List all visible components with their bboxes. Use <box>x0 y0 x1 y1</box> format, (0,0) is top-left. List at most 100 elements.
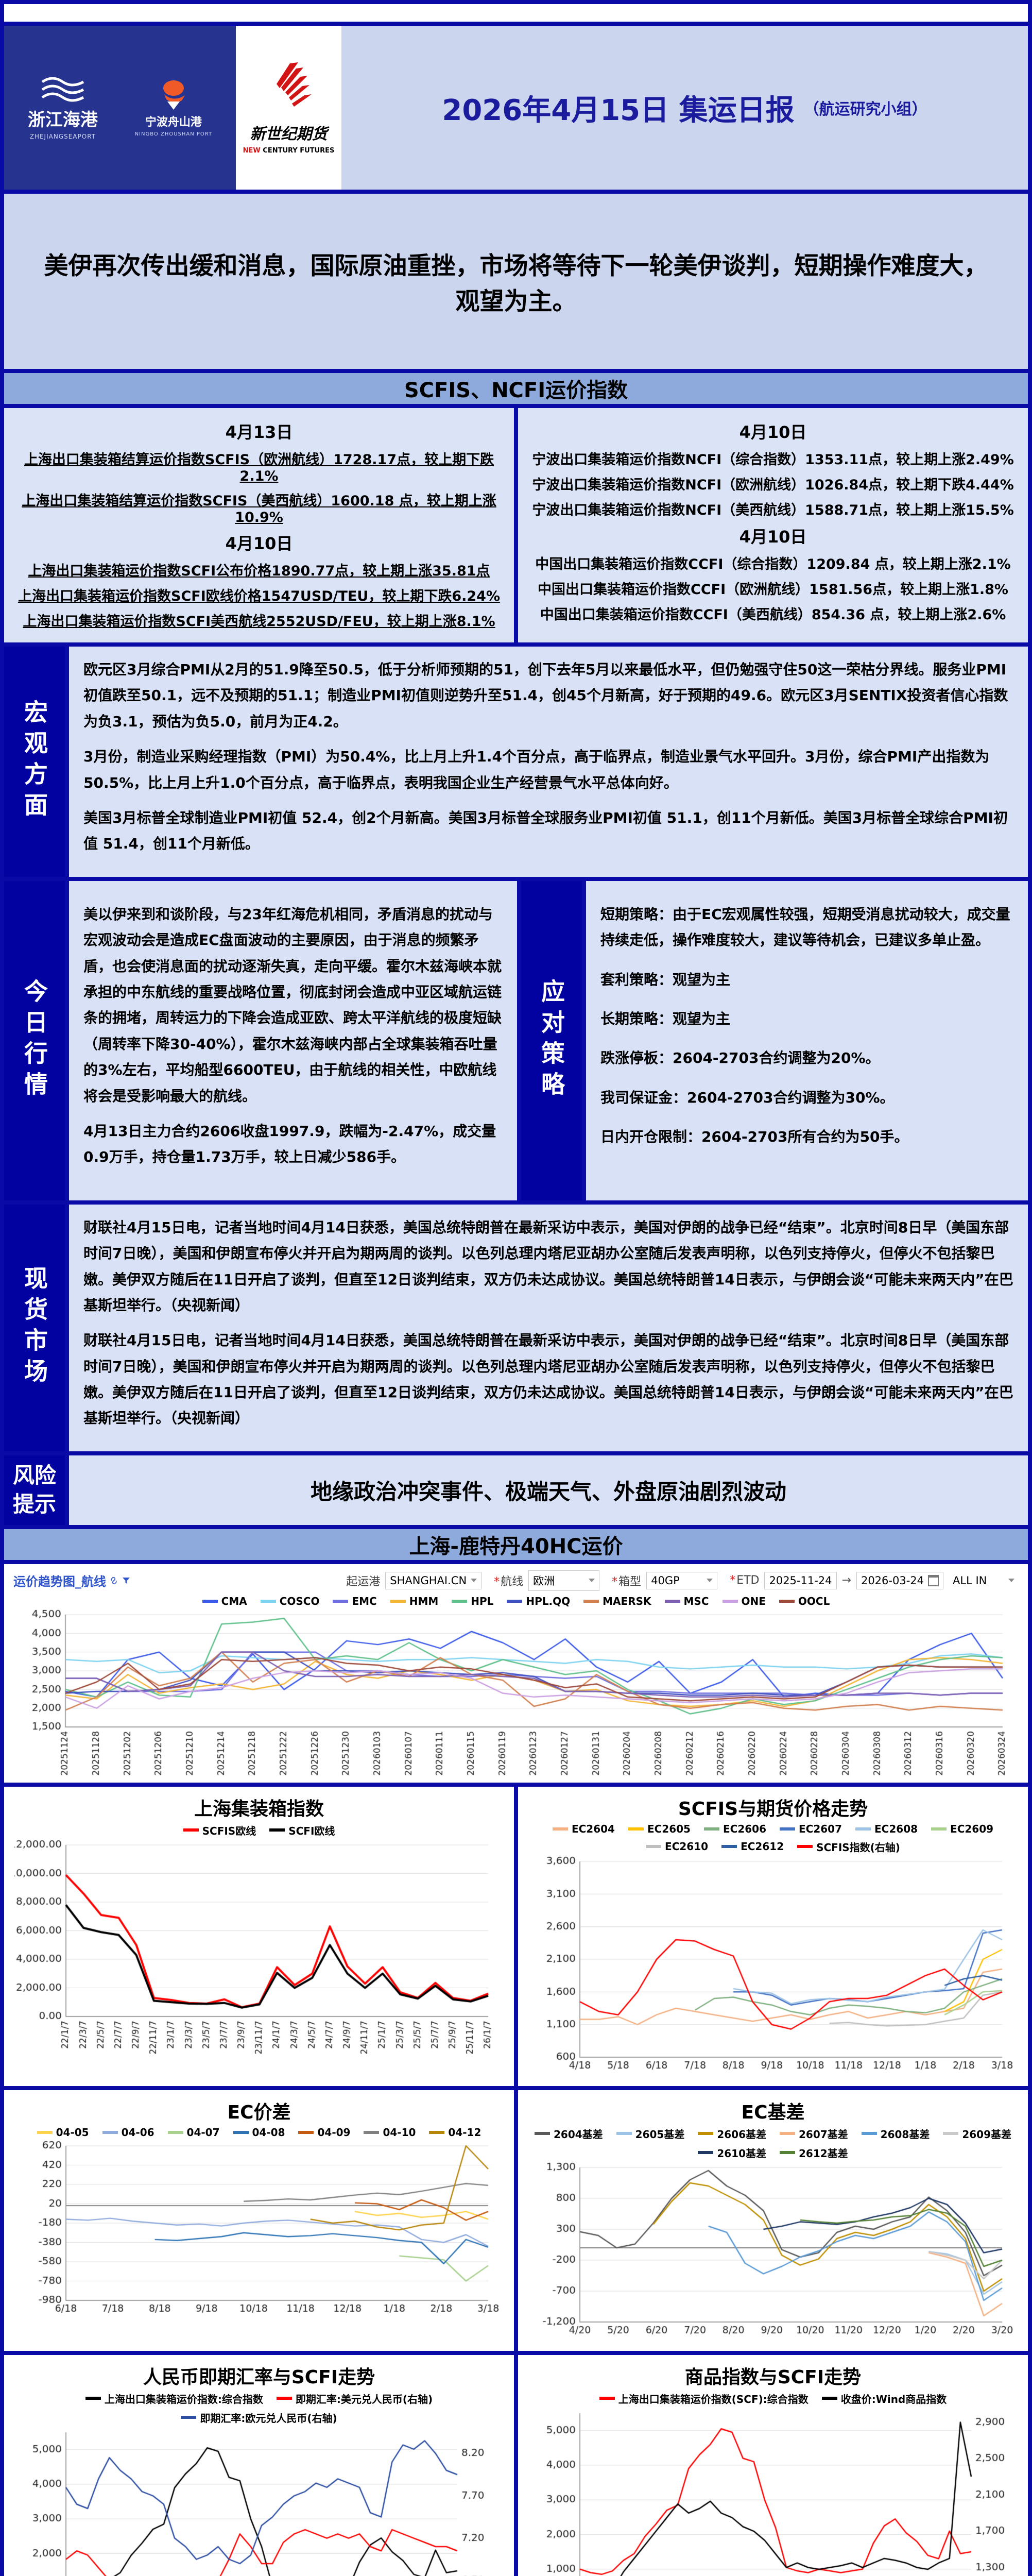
macro-paragraph: 美国3月标普全球制造业PMI初值 52.4，创2个月新高。美国3月标普全球服务业… <box>83 809 1008 853</box>
chart-title: 上海集装箱指数 <box>194 1798 324 1820</box>
route-select[interactable]: 欧洲 <box>528 1570 600 1591</box>
legend-item: EC2607 <box>780 1823 842 1835</box>
legend-label: 04-06 <box>121 2126 154 2139</box>
legend-swatch <box>181 2416 197 2419</box>
legend-swatch <box>167 2130 183 2134</box>
route-value: 欧洲 <box>533 1574 555 1587</box>
index-date: 4月10日 <box>225 534 293 553</box>
ningbo-zhoushan-brand: 宁波舟山港 NINGBO ZHOUSHAN PORT <box>135 79 213 137</box>
legend-swatch <box>102 2130 118 2134</box>
strategy-line: 套利策略：观望为主 <box>600 971 731 988</box>
scfi_idx-legend: SCFIS欧线 SCFI欧线 <box>10 1823 508 1838</box>
origin-port-select[interactable]: SHANGHAI.CN <box>385 1571 482 1589</box>
legend-item: HPL <box>452 1595 493 1607</box>
ec_basis-legend: 2604基差 2605基差 2606基差 2607基差 2608基差 2609基差 2610… <box>524 2126 1022 2160</box>
legend-swatch <box>780 2151 795 2155</box>
box-type-value: 40GP <box>651 1574 680 1587</box>
freight-filter-bar: 运价趋势图_航线 起运港 SHANGHAI.CN 航线 欧洲 箱型 40GP E… <box>10 1568 1022 1593</box>
index-date: 4月10日 <box>739 527 807 547</box>
etd-end-value: 2026-03-24 <box>861 1574 924 1587</box>
legend-label: EC2610 <box>665 1840 709 1853</box>
ec-spread-panel: EC价差 04-05 04-06 04-07 04-08 04-09 04-10 04-12 <box>4 2090 514 2351</box>
legend-label: SCFIS指数(右轴) <box>816 1841 900 1854</box>
etd-end-input[interactable]: 2026-03-24 <box>856 1571 943 1589</box>
brand-mid-name: 新世纪期货 <box>250 125 328 143</box>
legend-swatch <box>698 2151 714 2155</box>
legend-item: 2608基差 <box>861 2126 930 2141</box>
filter-label-origin: 起运港 <box>346 1575 381 1588</box>
brand-mid-en-red: NEW <box>243 146 261 155</box>
legend-swatch <box>534 2132 550 2136</box>
fx-scfi-panel: 人民币即期汇率与SCFI走势 上海出口集装箱运价指数:综合指数 即期汇率:美元兑人民… <box>4 2354 514 2576</box>
legend-swatch <box>861 2132 877 2136</box>
legend-label: 上海出口集装箱运价指数:综合指数 <box>104 2393 263 2405</box>
section-bar-route: 上海-鹿特丹40HC运价 <box>4 1529 1028 1560</box>
ec-basis-chart: 2604基差 2605基差 2606基差 2607基差 2608基差 2609基差 2610… <box>524 2126 1022 2347</box>
legend-swatch <box>583 1599 599 1603</box>
legend-item: 即期汇率:美元兑人民币(右轴) <box>276 2391 433 2406</box>
legend-swatch <box>721 1845 737 1849</box>
legend-label: 上海出口集装箱运价指数(SCF):综合指数 <box>618 2393 809 2405</box>
commodity-scfi-panel: 商品指数与SCFI走势 上海出口集装箱运价指数(SCF):综合指数 收盘价:Wind… <box>518 2354 1028 2576</box>
legend-label: 2605基差 <box>635 2128 685 2141</box>
legend-item: SCFIS欧线 <box>183 1823 256 1838</box>
legend-item: 2606基差 <box>698 2126 766 2141</box>
brand-left-name: 浙江海港 <box>27 109 98 130</box>
legend-item: COSCO <box>260 1595 319 1607</box>
legend-item: EMC <box>333 1595 377 1607</box>
scfis-futures-panel: SCFIS与期货价格走势 EC2604 EC2605 EC2606 EC2607 EC26… <box>518 1786 1028 2086</box>
legend-label: CMA <box>221 1595 247 1607</box>
legend-swatch <box>943 2132 959 2136</box>
legend-item: 2607基差 <box>780 2126 848 2141</box>
brand-mid-name-en: NEW CENTURY FUTURES <box>243 147 335 155</box>
today-paragraph: 美以伊来到和谈阶段，与23年红海危机相同，矛盾消息的扰动与宏观波动会是造成EC盘… <box>83 905 502 1105</box>
legend-swatch <box>552 1827 568 1831</box>
filter-icon[interactable] <box>122 1576 131 1585</box>
chart-row-2: EC价差 04-05 04-06 04-07 04-08 04-09 04-10 04-12 … <box>4 2090 1028 2351</box>
macro-paragraph: 欧元区3月综合PMI从2月的51.9降至50.5，低于分析师预期的51，创下去年… <box>83 661 1008 730</box>
legend-swatch <box>664 1599 680 1603</box>
ec-basis-panel: EC基差 2604基差 2605基差 2606基差 2607基差 2608基差 2609基差… <box>518 2090 1028 2351</box>
report-subtitle: （航运研究小组） <box>803 100 927 118</box>
legend-item: 04-07 <box>167 2126 220 2139</box>
fx_scfi-canvas <box>14 2426 504 2576</box>
date-range-arrow: → <box>841 1574 851 1587</box>
legend-item: EC2608 <box>855 1823 918 1835</box>
seagull-sail-icon <box>163 80 185 110</box>
index-line: 宁波出口集装箱运价指数NCFI（综合指数）1353.11点，较上期上涨2.49% <box>532 452 1014 468</box>
legend-swatch <box>646 1845 662 1849</box>
legend-label: EC2608 <box>874 1822 918 1835</box>
legend-label: 2612基差 <box>799 2147 848 2160</box>
etd-start-input[interactable]: 2025-11-24 <box>764 1571 837 1589</box>
link-icon[interactable] <box>109 1576 118 1585</box>
strategy-label: 应对策略 <box>521 880 582 1200</box>
legend-item: OOCL <box>779 1595 830 1607</box>
legend-label: EC2606 <box>723 1822 766 1835</box>
legend-item: HPL.QQ <box>507 1595 570 1607</box>
legend-label: EC2605 <box>647 1822 691 1835</box>
allin-select[interactable]: ALL IN <box>949 1572 1019 1589</box>
index-date: 4月13日 <box>225 422 293 442</box>
legend-swatch <box>390 1599 406 1603</box>
legend-item: 04-10 <box>364 2126 416 2139</box>
box-type-select[interactable]: 40GP <box>646 1571 718 1589</box>
legend-swatch <box>452 1599 468 1603</box>
red-fan-logo-icon <box>276 62 312 107</box>
legend-swatch <box>233 2130 249 2134</box>
strategy-line: 我司保证金：2604-2703合约调整为30%。 <box>600 1089 895 1106</box>
cmdty_scfi-canvas <box>528 2406 1018 2576</box>
report-header: 浙江海港 ZHEJIANGSEAPORT 宁波舟山港 NINGBO ZHOUSH… <box>4 26 1028 190</box>
scfi_idx-canvas <box>14 1838 504 2065</box>
index-date: 4月10日 <box>739 422 807 442</box>
legend-label: ONE <box>741 1595 766 1607</box>
freight-chart-title: 运价趋势图_航线 <box>13 1571 131 1589</box>
chevron-down-icon <box>471 1579 477 1583</box>
brand-left2-name-en: NINGBO ZHOUSHAN PORT <box>134 131 213 137</box>
brand-left-name-en: ZHEJIANGSEAPORT <box>29 132 96 140</box>
trend-legend: CMA COSCO EMC HMM HPL HPL.QQ MAERSK MSC ONE OOCL <box>10 1595 1022 1607</box>
legend-swatch <box>628 1827 644 1831</box>
legend-item: CMA <box>202 1595 247 1607</box>
legend-swatch <box>855 1827 871 1831</box>
zhejiang-seaport-brand: 浙江海港 ZHEJIANGSEAPORT <box>28 76 98 140</box>
legend-item: EC2609 <box>931 1823 993 1835</box>
